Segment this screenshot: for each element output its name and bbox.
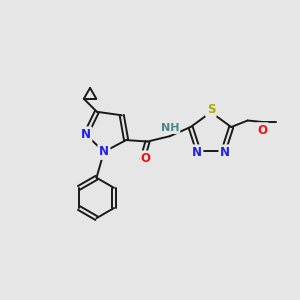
Text: O: O [257,124,268,137]
Text: N: N [192,146,202,159]
Text: O: O [141,152,151,165]
Text: S: S [207,103,215,116]
Text: N: N [220,146,230,159]
Text: N: N [99,146,109,158]
Text: N: N [81,128,91,141]
Text: NH: NH [160,123,179,133]
